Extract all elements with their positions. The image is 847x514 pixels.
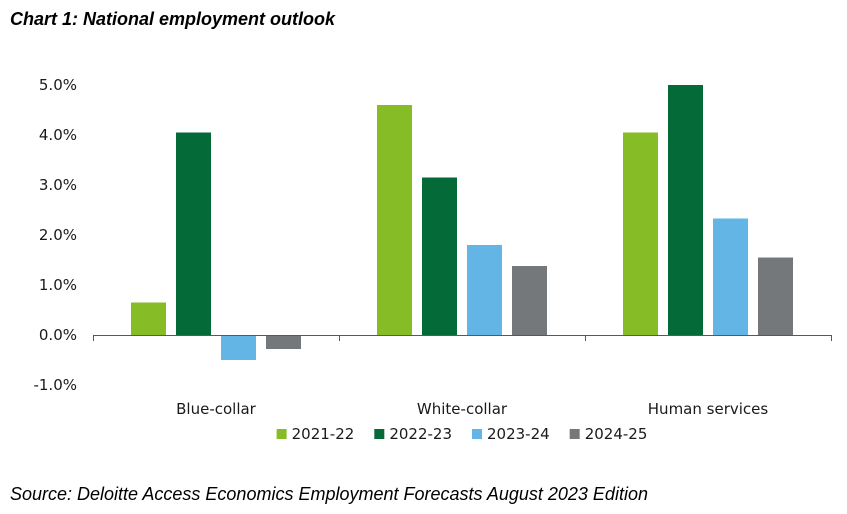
bars	[131, 85, 793, 360]
bar-2022-23-human-services	[668, 85, 703, 335]
legend: 2021-22 2022-23 2023-24 2024-25	[276, 425, 648, 443]
legend-swatch	[569, 429, 580, 439]
legend-item: 2024-25	[569, 425, 648, 443]
x-axis-category-ticks	[93, 335, 832, 341]
legend-swatch	[276, 429, 287, 439]
x-category-label: Blue-collar	[176, 400, 257, 418]
legend-label: 2023-24	[487, 425, 550, 443]
chart-source-note: Source: Deloitte Access Economics Employ…	[10, 484, 648, 504]
legend-swatch	[374, 429, 385, 439]
bar-2021-22-white-collar	[377, 105, 412, 335]
bar-2024-25-blue-collar	[266, 335, 301, 349]
y-tick-label: 3.0%	[39, 176, 77, 194]
legend-item: 2023-24	[472, 425, 550, 443]
y-tick-label: 5.0%	[39, 76, 77, 94]
legend-label: 2021-22	[292, 425, 355, 443]
bar-2023-24-blue-collar	[221, 335, 256, 360]
x-category-label: Human services	[648, 400, 769, 418]
legend-item: 2022-23	[374, 425, 452, 443]
bar-2023-24-human-services	[713, 218, 748, 335]
y-axis-ticks: -1.0% 0.0% 1.0% 2.0% 3.0% 4.0% 5.0%	[33, 76, 77, 394]
y-tick-label: 2.0%	[39, 226, 77, 244]
chart-title: Chart 1: National employment outlook	[10, 9, 336, 29]
bar-2021-22-blue-collar	[131, 302, 166, 335]
y-tick-label: 1.0%	[39, 276, 77, 294]
bar-2023-24-white-collar	[467, 245, 502, 335]
x-axis-category-labels: Blue-collar White-collar Human services	[176, 400, 768, 418]
y-tick-label: 4.0%	[39, 126, 77, 144]
bar-2024-25-human-services	[758, 257, 793, 335]
legend-label: 2022-23	[389, 425, 452, 443]
bar-2022-23-blue-collar	[176, 132, 211, 335]
y-tick-label: -1.0%	[33, 376, 77, 394]
bar-2021-22-human-services	[623, 132, 658, 335]
bar-2024-25-white-collar	[512, 266, 547, 335]
legend-swatch	[472, 429, 482, 439]
legend-label: 2024-25	[585, 425, 648, 443]
x-category-label: White-collar	[417, 400, 508, 418]
y-tick-label: 0.0%	[39, 326, 77, 344]
bar-2022-23-white-collar	[422, 177, 457, 335]
legend-item: 2021-22	[276, 425, 355, 443]
